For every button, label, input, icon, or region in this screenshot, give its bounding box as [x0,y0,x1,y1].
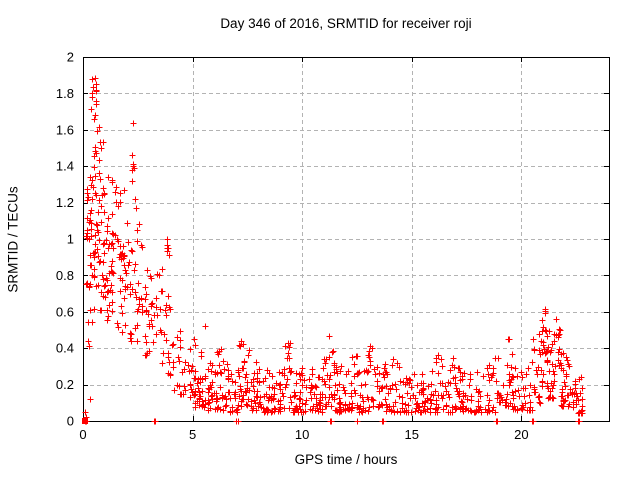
svg-text:1.2: 1.2 [56,195,74,210]
tick-labels: 0 5 10 15 20 0 0.2 0.4 0.6 0.8 1 1.2 1.4 1.6 1.8 2 [56,50,529,443]
svg-text:0.2: 0.2 [56,377,74,392]
grid-lines [83,57,609,422]
svg-text:0.6: 0.6 [56,304,74,319]
svg-text:1.8: 1.8 [56,86,74,101]
svg-text:10: 10 [295,427,309,442]
data-points [82,75,586,425]
svg-text:5: 5 [189,427,196,442]
chart-title: Day 346 of 2016, SRMTID for receiver roj… [220,16,472,31]
svg-text:1.4: 1.4 [56,159,74,174]
svg-text:0.8: 0.8 [56,268,74,283]
axes-and-ticks [83,57,610,422]
svg-text:20: 20 [514,427,528,442]
svg-text:15: 15 [405,427,419,442]
x-axis-label: GPS time / hours [294,452,398,467]
svg-text:0: 0 [67,414,74,429]
svg-text:0.4: 0.4 [56,341,74,356]
svg-text:0: 0 [79,427,86,442]
svg-text:1.6: 1.6 [56,122,74,137]
svg-text:1: 1 [67,232,74,247]
svg-text:2: 2 [67,50,74,65]
